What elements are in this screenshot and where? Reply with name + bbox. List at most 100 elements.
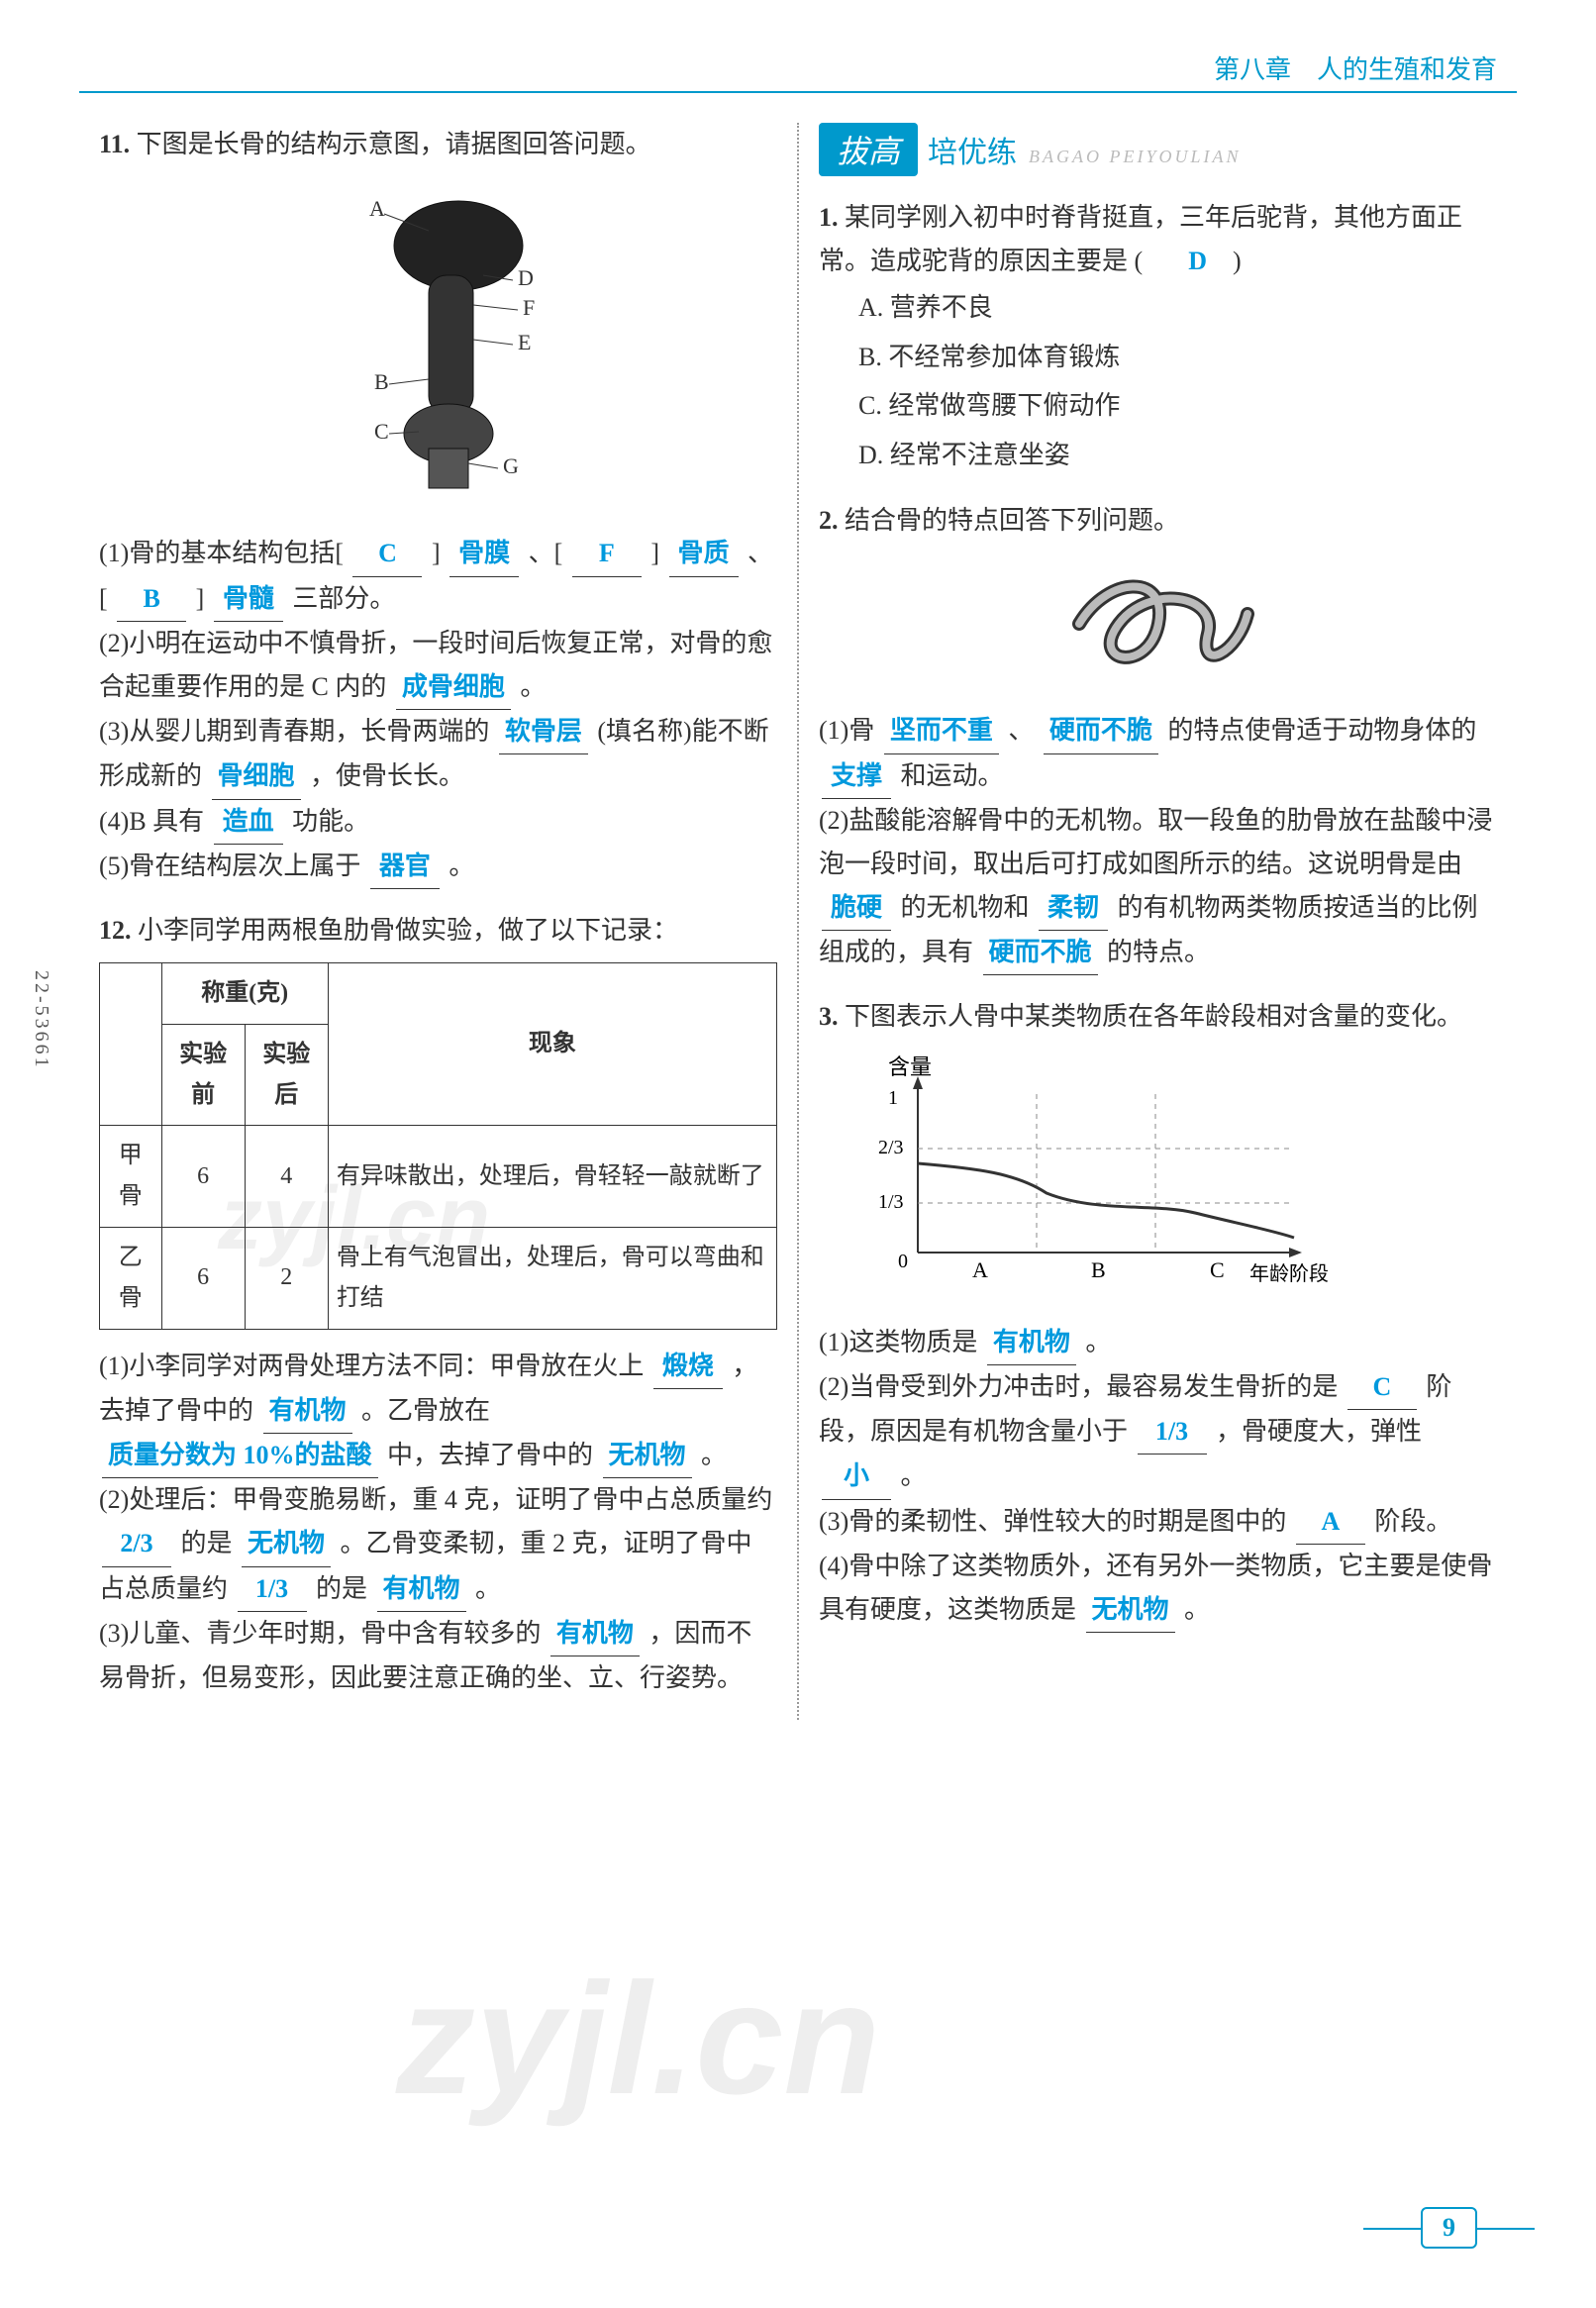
table-row: 甲骨 6 4 有异味散出，处理后，骨轻轻一敲就断了 [100, 1126, 777, 1228]
text: 功能。 [292, 807, 369, 836]
text: 。乙骨放在 [361, 1396, 490, 1425]
blank: C [1347, 1365, 1417, 1410]
text: (3)儿童、青少年时期，骨中含有较多的 [99, 1619, 541, 1648]
text: 的是 [316, 1574, 367, 1603]
q11-p4: (4)B 具有 造血 功能。 [99, 800, 777, 845]
th-after: 实验后 [245, 1024, 328, 1126]
text: 的特点。 [1107, 938, 1210, 966]
blank: 骨膜 [449, 532, 519, 576]
blank: 骨髓 [214, 577, 283, 622]
text: 、[ [529, 539, 563, 567]
svg-text:A: A [972, 1257, 988, 1282]
blank: 支撑 [822, 754, 891, 799]
text: 。 [449, 852, 474, 880]
text: (1)小李同学对两骨处理方法不同：甲骨放在火上 [99, 1352, 644, 1380]
r2-stem: 结合骨的特点回答下列问题。 [845, 506, 1179, 535]
q11-p1: (1)骨的基本结构包括[ C ] 骨膜 、[ F ] 骨质 、[ B ] 骨髓 … [99, 532, 777, 621]
text: ，骨硬度大，弹性 [1216, 1417, 1422, 1446]
svg-text:C: C [374, 419, 389, 444]
svg-text:B: B [374, 369, 389, 394]
blank: 1/3 [1138, 1410, 1207, 1455]
r3-number: 3. [819, 1002, 839, 1031]
svg-text:F: F [523, 295, 535, 320]
th-before: 实验前 [161, 1024, 245, 1126]
r1-stem: 某同学刚入初中时脊背挺直，三年后驼背，其他方面正常。造成驼背的原因主要是 [819, 203, 1462, 275]
svg-text:年龄阶段: 年龄阶段 [1249, 1262, 1329, 1285]
q12-table: 称重(克) 现象 实验前 实验后 甲骨 6 4 有异味散出，处理后，骨轻轻一敲就… [99, 962, 777, 1330]
cell: 骨上有气泡冒出，处理后，骨可以弯曲和打结 [328, 1228, 776, 1330]
blank: 小 [822, 1455, 891, 1499]
cell: 甲骨 [100, 1126, 162, 1228]
section-banner: 拔高 培优练 BAGAO PEIYOULIAN [819, 123, 1497, 176]
banner-pinyin: BAGAO PEIYOULIAN [1029, 147, 1241, 167]
r2-p1: (1)骨 坚而不重 、 硬而不脆 的特点使骨适于动物身体的 支撑 和运动。 [819, 709, 1497, 798]
q11-p3: (3)从婴儿期到青春期，长骨两端的 软骨层 (填名称)能不断形成新的 骨细胞 ，… [99, 710, 777, 799]
blank: B [117, 577, 186, 622]
option-b: B. 不经常参加体育锻炼 [858, 333, 1497, 381]
r3-p4: (4)骨中除了这类物质外，还有另外一类物质，它主要是使骨具有硬度，这类物质是 无… [819, 1545, 1497, 1633]
r1-answer: D [1188, 247, 1207, 275]
r3-p2: (2)当骨受到外力冲击时，最容易发生骨折的是 C 阶段，原因是有机物含量小于 1… [819, 1365, 1497, 1500]
blank: 1/3 [238, 1567, 307, 1612]
r3-stem: 下图表示人骨中某类物质在各年龄段相对含量的变化。 [845, 1002, 1462, 1031]
cell: 有异味散出，处理后，骨轻轻一敲就断了 [328, 1126, 776, 1228]
cell: 6 [161, 1126, 245, 1228]
r3-p3: (3)骨的柔韧性、弹性较大的时期是图中的 A 阶段。 [819, 1500, 1497, 1545]
blank: 硬而不脆 [1044, 709, 1158, 753]
question-r3: 3. 下图表示人骨中某类物质在各年龄段相对含量的变化。 含量 1 2/3 1/3… [819, 995, 1497, 1633]
q11-stem: 下图是长骨的结构示意图，请据图回答问题。 [137, 130, 651, 158]
cell: 2 [245, 1228, 328, 1330]
blank: 无机物 [603, 1434, 692, 1478]
blank: 无机物 [1086, 1588, 1175, 1633]
text: (3)骨的柔韧性、弹性较大的时期是图中的 [819, 1507, 1286, 1536]
blank: 坚而不重 [884, 709, 999, 753]
watermark-2: zyjl.cn [396, 1948, 880, 2130]
right-column: 拔高 培优练 BAGAO PEIYOULIAN 1. 某同学刚入初中时脊背挺直，… [799, 123, 1517, 1720]
q11-p2: (2)小明在运动中不慎骨折，一段时间后恢复正常，对骨的愈合起重要作用的是 C 内… [99, 622, 777, 710]
blank: 质量分数为 10%的盐酸 [102, 1434, 378, 1478]
blank: 硬而不脆 [983, 931, 1098, 975]
text: 中，去掉了骨中的 [387, 1441, 593, 1469]
r2-p2: (2)盐酸能溶解骨中的无机物。取一段鱼的肋骨放在盐酸中浸泡一段时间，取出后可打成… [819, 799, 1497, 976]
text: 的特点使骨适于动物身体的 [1167, 716, 1476, 745]
blank: 器官 [370, 845, 440, 889]
cell: 6 [161, 1228, 245, 1330]
th-phen: 现象 [328, 963, 776, 1126]
side-code: 22-53661 [30, 970, 52, 1070]
blank: 软骨层 [499, 710, 588, 754]
question-12: 12. 小李同学用两根鱼肋骨做实验，做了以下记录： 称重(克) 现象 实验前 实… [99, 909, 777, 1700]
blank: A [1296, 1500, 1365, 1545]
chapter-header: 第八章 人的生殖和发育 [79, 50, 1517, 93]
two-column-layout: 11. 下图是长骨的结构示意图，请据图回答问题。 A D F E [79, 123, 1517, 1720]
option-a: A. 营养不良 [858, 283, 1497, 332]
blank: F [572, 532, 642, 576]
q11-p5: (5)骨在结构层次上属于 器官 。 [99, 845, 777, 889]
text: (1)这类物质是 [819, 1328, 977, 1356]
q12-p3: (3)儿童、青少年时期，骨中含有较多的 有机物 ，因而不易骨折，但易变形，因此要… [99, 1612, 777, 1700]
text: ] [196, 584, 205, 613]
text: 的无机物和 [901, 893, 1030, 922]
blank: 有机物 [987, 1321, 1076, 1365]
r1-options: A. 营养不良 B. 不经常参加体育锻炼 C. 经常做弯腰下俯动作 D. 经常不… [819, 283, 1497, 479]
svg-text:0: 0 [898, 1251, 908, 1272]
table-row: 乙骨 6 2 骨上有气泡冒出，处理后，骨可以弯曲和打结 [100, 1228, 777, 1330]
q12-p2: (2)处理后：甲骨变脆易断，重 4 克，证明了骨中占总质量约 2/3 的是 无机… [99, 1478, 777, 1612]
svg-text:G: G [503, 453, 519, 478]
bone-diagram: A D F E B C G [99, 176, 777, 517]
text: 。 [520, 672, 546, 701]
blank: 有机物 [263, 1389, 352, 1434]
blank: 骨细胞 [212, 754, 301, 799]
page-number: 9 [1421, 2207, 1477, 2249]
text: ] [432, 539, 441, 567]
option-d: D. 经常不注意坐姿 [858, 431, 1497, 479]
svg-text:B: B [1091, 1257, 1106, 1282]
text: 三部分。 [292, 584, 395, 613]
svg-text:2/3: 2/3 [878, 1137, 904, 1158]
banner-text: 培优练 [928, 128, 1017, 171]
text: (1)骨的基本结构包括[ [99, 539, 344, 567]
text: ] [650, 539, 659, 567]
svg-text:E: E [518, 330, 531, 354]
svg-text:C: C [1210, 1257, 1225, 1282]
question-11: 11. 下图是长骨的结构示意图，请据图回答问题。 A D F E [99, 123, 777, 889]
text: (5)骨在结构层次上属于 [99, 852, 360, 880]
